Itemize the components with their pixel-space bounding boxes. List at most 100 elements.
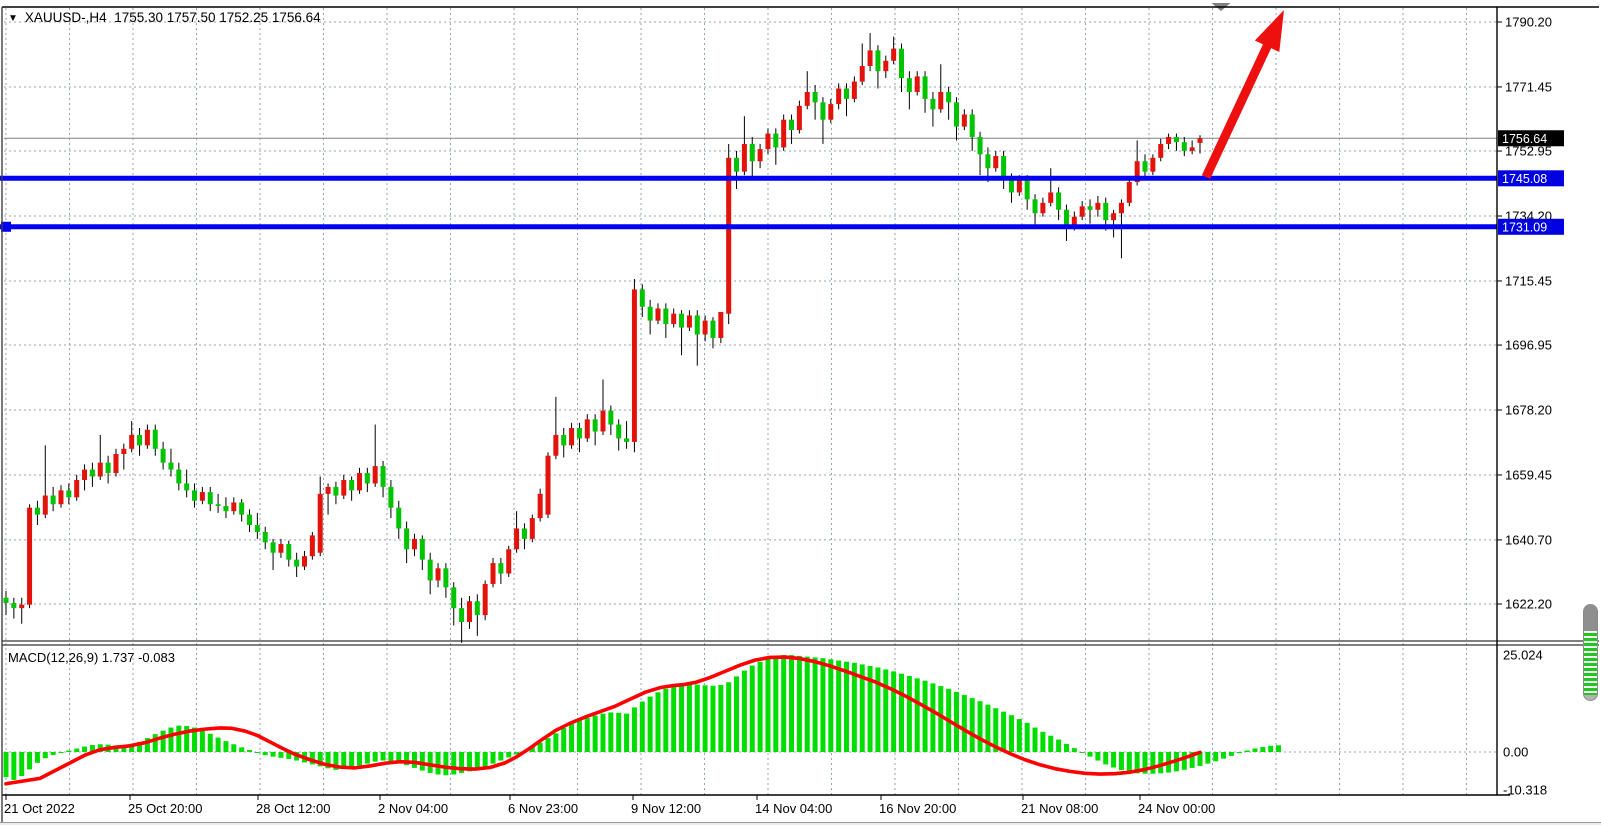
macd-histogram-bar: [867, 665, 873, 752]
macd-histogram-bar: [333, 752, 339, 770]
candle-body: [82, 469, 88, 480]
macd-histogram-bar: [129, 745, 135, 752]
macd-histogram-bar: [906, 676, 912, 752]
candle-body: [1079, 206, 1085, 217]
macd-histogram-bar: [600, 713, 606, 752]
macd-histogram-bar: [851, 662, 857, 752]
macd-histogram-bar: [1111, 752, 1117, 768]
candle-body: [302, 556, 307, 567]
candle-body: [42, 495, 48, 515]
candle-body: [553, 434, 559, 456]
candle-body: [796, 105, 802, 131]
macd-histogram-bar: [474, 752, 480, 770]
trend-arrow-shaft[interactable]: [1201, 38, 1274, 179]
candle-body: [647, 306, 653, 321]
candle-body: [749, 143, 755, 162]
macd-histogram-bar: [50, 752, 56, 756]
macd-histogram-bar: [1142, 752, 1148, 774]
candle-body: [584, 419, 590, 439]
macd-histogram-bar: [679, 684, 685, 752]
price-axis-label: 1622.20: [1505, 597, 1552, 612]
candle-body: [262, 531, 268, 543]
candle-body: [1048, 192, 1054, 203]
macd-histogram-bar: [796, 655, 802, 752]
scrollbar-cap: [1584, 605, 1597, 631]
macd-histogram-bar: [726, 682, 732, 752]
candle-body: [474, 601, 480, 616]
candle-body: [3, 597, 9, 603]
macd-histogram-bar: [270, 752, 276, 757]
macd-histogram-bar: [309, 752, 315, 765]
macd-histogram-bar: [3, 752, 9, 778]
macd-axis-label: 0.00: [1503, 745, 1528, 760]
macd-axis-label: -10.318: [1503, 783, 1547, 798]
candle-body: [1008, 178, 1014, 193]
candle-body: [576, 428, 582, 439]
candle-body: [1150, 157, 1156, 172]
candle-body: [411, 538, 417, 550]
candle-body: [498, 563, 504, 574]
candle-body: [152, 429, 158, 449]
macd-histogram-bar: [773, 655, 779, 752]
window-bottom-edge: [0, 822, 1601, 825]
macd-histogram-bar: [710, 685, 716, 752]
macd-histogram-bar: [247, 750, 253, 752]
candle-body: [286, 544, 292, 560]
candle-body: [1103, 202, 1109, 221]
candle-body: [529, 518, 535, 539]
candle-body: [506, 549, 512, 574]
support-line-handle[interactable]: [1, 221, 11, 232]
candle-body: [679, 313, 685, 328]
macd-histogram-bar: [561, 727, 567, 752]
candle-body: [1063, 209, 1069, 226]
candle-body: [561, 434, 567, 446]
macd-indicator-label: MACD(12,26,9) 1.737 -0.083: [8, 650, 175, 665]
candle-body: [631, 289, 637, 442]
candle-body: [254, 525, 260, 532]
candle-body: [239, 502, 245, 515]
macd-histogram-bar: [655, 692, 661, 752]
page-scrollbar-thumb[interactable]: [1583, 604, 1598, 701]
macd-histogram-bar: [718, 684, 724, 752]
macd-histogram-bar: [671, 686, 677, 752]
candle-body: [899, 48, 904, 79]
macd-histogram-bar: [1056, 739, 1062, 752]
candle-body: [545, 455, 551, 515]
time-axis-label: 21 Nov 08:00: [1021, 801, 1098, 816]
macd-histogram-bar: [1228, 752, 1234, 756]
candle-body: [1056, 192, 1062, 210]
scrollbar-stripes: [1584, 631, 1597, 695]
candle-body: [773, 133, 779, 148]
macd-histogram-bar: [1032, 727, 1038, 752]
price-axis-label: 1678.20: [1505, 403, 1552, 418]
macd-histogram-bar: [741, 670, 747, 752]
candle-body: [859, 65, 865, 82]
macd-histogram-bar: [663, 688, 669, 752]
macd-histogram-bar: [576, 720, 582, 752]
macd-histogram-bar: [341, 752, 347, 770]
candle-body: [616, 424, 622, 439]
macd-histogram-bar: [1244, 750, 1250, 752]
macd-histogram-bar: [372, 752, 378, 762]
candle-body: [891, 48, 897, 61]
candle-body: [1016, 180, 1022, 193]
macd-histogram-bar: [875, 667, 881, 752]
candle-body: [993, 156, 999, 169]
macd-histogram-bar: [1001, 711, 1007, 752]
macd-histogram-bar: [1118, 752, 1124, 771]
price-axis-label: 1640.70: [1505, 532, 1552, 547]
candle-body: [97, 462, 103, 477]
candle-body: [1189, 147, 1195, 151]
macd-histogram-bar: [844, 661, 850, 752]
price-tag-label: 1731.09: [1502, 220, 1547, 234]
macd-histogram-bar: [1095, 752, 1101, 761]
symbol-dropdown-icon[interactable]: ▼: [8, 13, 18, 24]
candle-body: [341, 479, 347, 496]
time-axis-label: 28 Oct 12:00: [256, 801, 330, 816]
candle-body: [671, 313, 677, 325]
trend-arrow-head[interactable]: [1254, 10, 1284, 52]
macd-histogram-bar: [58, 752, 64, 753]
candle-body: [521, 528, 527, 539]
